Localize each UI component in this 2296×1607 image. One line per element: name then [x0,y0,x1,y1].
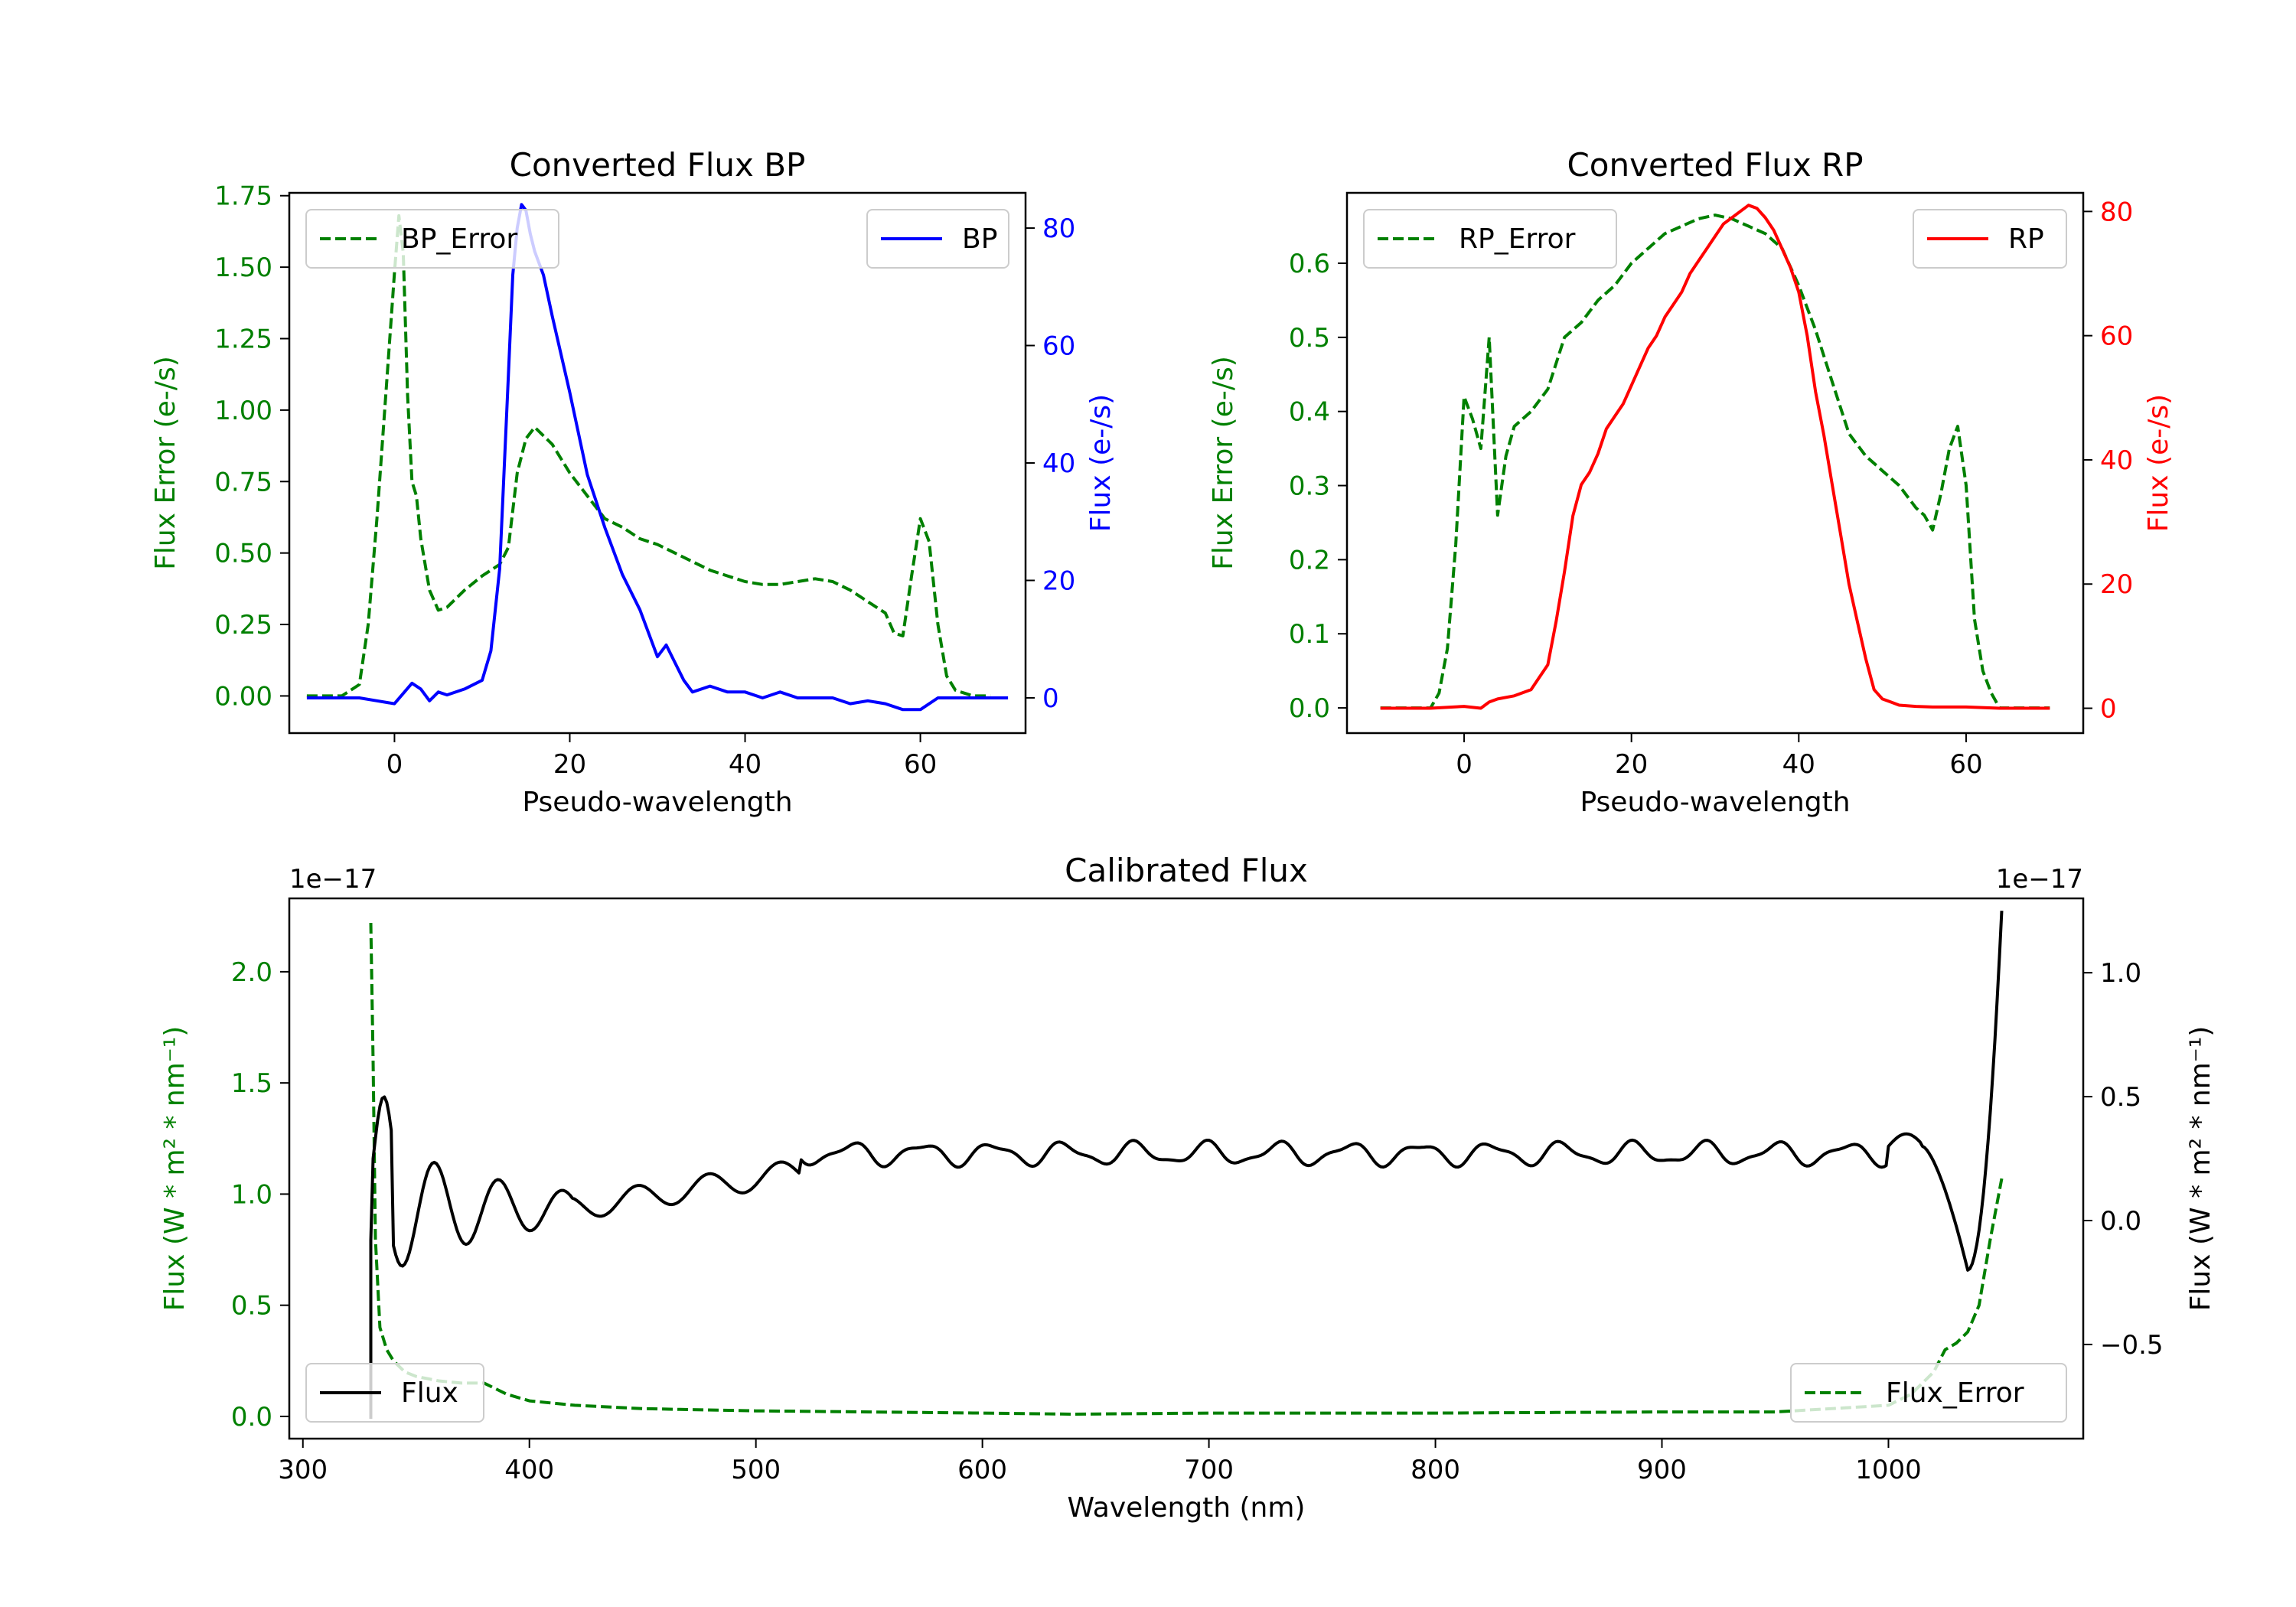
y-left-tick-label: 0.6 [1289,249,1330,279]
y-right-tick-label: 20 [2100,569,2133,600]
series-rp-error [1380,214,2050,710]
y-left-tick-label: 0.3 [1289,471,1330,502]
bp-title: Converted Flux BP [510,146,806,184]
bp-panel: 0 20 40 60 0.00 0.25 0.50 0.75 1.00 1.25 1.50 1.75 0… [150,146,1117,818]
x-tick-label: 60 [1949,749,1982,780]
x-tick-label: 400 [504,1455,554,1485]
legend-bp-error-label: BP_Error [401,223,517,255]
x-tick-label: 500 [731,1455,781,1485]
y-right-tick-label: 0.0 [2100,1206,2141,1237]
rp-panel: 0 20 40 60 0.0 0.1 0.2 0.3 0.4 0.5 0.6 0 20 40 60 80 Con… [1208,146,2174,818]
x-tick-label: 1000 [1855,1455,1922,1485]
legend-bp-error: BP_Error [305,209,559,269]
y-left-tick-label: 0.0 [1289,693,1330,724]
series-bp [306,203,1009,712]
x-tick-label: 800 [1411,1455,1460,1485]
legend-rp: RP [1913,209,2067,269]
calibrated-title: Calibrated Flux [1065,852,1308,889]
calibrated-ylabel-left: Flux (W * m² * nm⁻¹) [159,1026,191,1312]
offset-left: 1e−17 [289,864,377,895]
rp-ylabel-left: Flux Error (e-/s) [1208,356,1239,570]
legend-bp: BP [866,209,1009,269]
x-tick-label: 0 [1456,749,1473,780]
y-right-tick-label: 0.5 [2100,1082,2141,1113]
series-flux [369,911,2004,1420]
y-right-tick-label: 60 [2100,321,2133,352]
calibrated-xlabel: Wavelength (nm) [1068,1492,1306,1524]
offset-right: 1e−17 [1996,864,2083,895]
legend-flux-label: Flux [401,1377,458,1409]
y-left-tick-label: 0.50 [214,539,272,569]
x-tick-label: 300 [278,1455,328,1485]
bp-plot-area [306,203,1009,712]
x-tick-label: 600 [957,1455,1007,1485]
rp-ylabel-right: Flux (e-/s) [2143,394,2174,532]
rp-xlabel: Pseudo-wavelength [1580,787,1850,818]
calibrated-plot-area [369,911,2004,1420]
bp-frame [288,191,1027,735]
y-right-tick-label: 20 [1042,566,1075,596]
series-flux-error [369,922,2004,1416]
y-left-tick-label: 0.0 [231,1402,272,1433]
x-tick-label: 40 [1782,749,1815,780]
y-right-tick-label: 80 [2100,197,2133,227]
y-left-tick-label: 0.1 [1289,619,1330,650]
y-left-tick-label: 1.00 [214,396,272,426]
rp-title: Converted Flux RP [1567,146,1863,184]
bp-ylabel-left: Flux Error (e-/s) [150,356,181,570]
y-left-tick-label: 1.0 [231,1179,272,1210]
y-left-tick-label: 1.75 [214,181,272,212]
legend-flux-error: Flux_Error [1790,1363,2067,1423]
legend-bp-label: BP [962,223,997,255]
y-right-tick-label: 0 [2100,694,2117,725]
x-tick-label: 700 [1184,1455,1234,1485]
x-tick-label: 40 [729,749,762,780]
calibrated-panel: 300 400 500 600 700 800 900 1000 0.0 0.5 1.0 1.5 2.0… [159,852,2216,1524]
y-left-tick-label: 1.5 [231,1068,272,1099]
legend-rp-error-label: RP_Error [1459,223,1576,255]
y-left-tick-label: 0.4 [1289,397,1330,428]
legend-flux: Flux [305,1363,484,1423]
legend-flux-error-label: Flux_Error [1886,1377,2024,1409]
calibrated-ylabel-right: Flux (W * m² * nm⁻¹) [2185,1026,2216,1312]
y-left-tick-label: 0.5 [231,1291,272,1322]
y-right-tick-label: 1.0 [2100,958,2141,989]
y-left-tick-label: 0.00 [214,681,272,712]
y-right-tick-label: 40 [2100,445,2133,476]
rp-plot-area [1380,204,2050,710]
y-left-tick-label: 1.50 [214,253,272,283]
bp-ylabel-right: Flux (e-/s) [1085,394,1117,532]
y-left-tick-label: 0.5 [1289,323,1330,354]
x-tick-label: 20 [1615,749,1648,780]
y-left-tick-label: 0.2 [1289,545,1330,575]
legend-rp-label: RP [2008,223,2044,255]
x-tick-label: 0 [386,749,403,780]
y-right-tick-label: 60 [1042,331,1075,362]
x-tick-label: 60 [904,749,937,780]
y-left-tick-label: 1.25 [214,324,272,355]
x-tick-label: 900 [1637,1455,1687,1485]
legend-rp-error: RP_Error [1363,209,1617,269]
y-right-tick-label: 80 [1042,214,1075,244]
series-bp-error [306,214,991,698]
bp-xlabel: Pseudo-wavelength [522,787,792,818]
y-left-tick-label: 0.75 [214,467,272,497]
y-right-tick-label: 0 [1042,683,1059,714]
calibrated-frame [288,897,2085,1440]
x-tick-label: 20 [553,749,586,780]
y-left-tick-label: 2.0 [231,957,272,988]
y-left-tick-label: 0.25 [214,610,272,641]
rp-frame [1345,191,2085,735]
series-rp [1380,204,2050,710]
y-right-tick-label: 40 [1042,448,1075,479]
y-right-tick-label: −0.5 [2100,1330,2164,1361]
